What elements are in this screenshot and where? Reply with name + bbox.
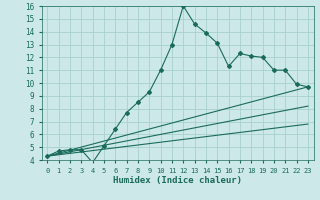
- X-axis label: Humidex (Indice chaleur): Humidex (Indice chaleur): [113, 176, 242, 185]
